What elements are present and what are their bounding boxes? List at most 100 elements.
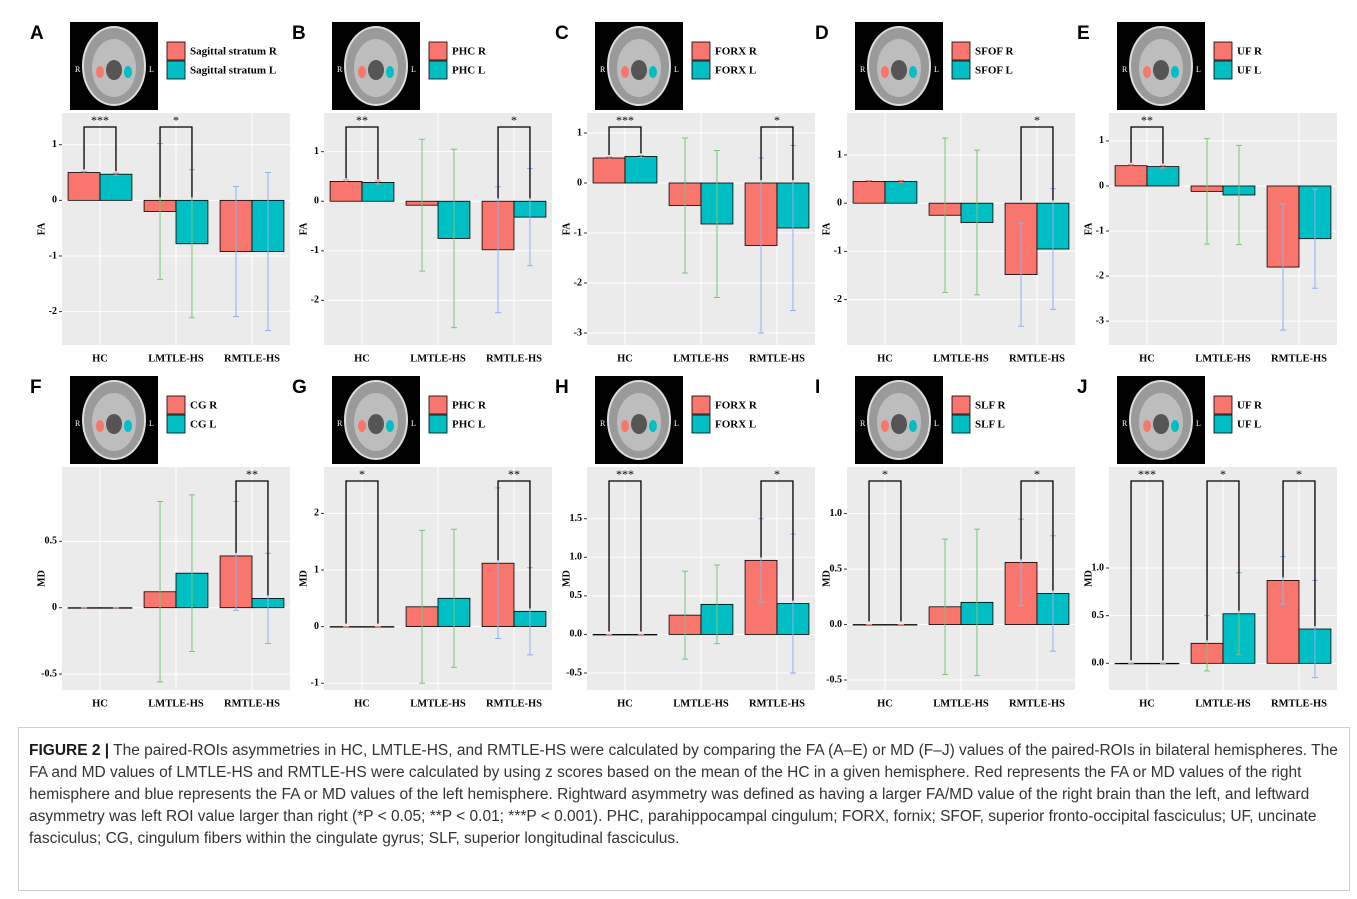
y-tick-label: 1.0: [570, 552, 583, 563]
significance-bracket: [1020, 126, 1054, 201]
significance-bracket: [345, 126, 379, 180]
bar: [99, 173, 133, 201]
roi-left: [1171, 420, 1179, 432]
y-tick-label: -1: [834, 246, 842, 257]
x-tick-label: RMTLE-HS: [224, 353, 280, 364]
roi-left: [1171, 66, 1179, 78]
legend-label: Sagittal stratum L: [190, 65, 276, 77]
bar: [1114, 165, 1148, 187]
caption: FIGURE 2 | The paired-ROIs asymmetries i…: [18, 727, 1350, 891]
x-tick-label: RMTLE-HS: [486, 698, 542, 709]
y-tick-label: 1: [52, 139, 57, 150]
brain-label: R: [337, 65, 343, 74]
brain-center: [106, 414, 122, 434]
legend-swatch: [951, 60, 971, 80]
y-tick-label: 0.0: [1092, 658, 1105, 669]
roi-right: [358, 66, 366, 78]
significance-label: ***: [91, 113, 109, 127]
brain-label: L: [149, 419, 154, 428]
brain-label: L: [1196, 65, 1201, 74]
x-tick-label: RMTLE-HS: [486, 353, 542, 364]
x-tick-label: RMTLE-HS: [1009, 353, 1065, 364]
y-tick-label: 0.5: [1092, 610, 1105, 621]
roi-left: [909, 420, 917, 432]
brain-center: [1153, 60, 1169, 80]
significance-label: **: [356, 113, 368, 127]
y-tick-label: 0.5: [830, 563, 843, 574]
legend-swatch: [428, 414, 448, 434]
y-tick-label: 0: [837, 197, 842, 208]
y-tick-label: 0: [577, 177, 582, 188]
brain-label: L: [934, 419, 939, 428]
x-tick-label: RMTLE-HS: [1009, 698, 1065, 709]
significance-bracket: [868, 480, 902, 622]
legend-swatch: [1213, 414, 1233, 434]
x-tick-label: HC: [877, 353, 893, 364]
legend-swatch: [691, 60, 711, 80]
significance-bracket: [1282, 480, 1316, 627]
significance-bracket: [1020, 480, 1054, 591]
legend-swatch: [691, 395, 711, 415]
brain-label: R: [75, 419, 81, 428]
y-tick-label: 1.5: [570, 513, 583, 524]
significance-bracket: [83, 126, 117, 172]
y-tick-label: 2: [314, 508, 319, 519]
bar: [361, 182, 395, 202]
bar: [67, 172, 101, 201]
significance-bracket: [1130, 126, 1164, 164]
legend-swatch: [691, 414, 711, 434]
legend-label: UF R: [1237, 46, 1263, 58]
x-tick-label: HC: [92, 698, 108, 709]
brain-center: [1153, 414, 1169, 434]
significance-label: **: [508, 467, 520, 481]
brain-label: L: [1196, 419, 1201, 428]
panel-label: H: [555, 377, 569, 398]
legend-swatch: [1213, 41, 1233, 61]
brain-center: [631, 60, 647, 80]
x-tick-label: HC: [92, 353, 108, 364]
brain-label: R: [600, 65, 606, 74]
brain-label: L: [149, 65, 154, 74]
brain-center: [631, 414, 647, 434]
brain-label: R: [75, 65, 81, 74]
y-tick-label: -2: [311, 295, 319, 306]
significance-bracket: [760, 480, 794, 601]
y-tick-label: 0: [314, 196, 319, 207]
brain-center: [368, 60, 384, 80]
y-tick-label: 1: [1099, 135, 1104, 146]
legend-label: PHC R: [452, 400, 487, 412]
y-tick-label: 0: [52, 602, 57, 613]
legend-label: FORX L: [715, 65, 756, 77]
roi-right: [621, 66, 629, 78]
y-tick-label: 1: [577, 127, 582, 138]
legend-label: FORX R: [715, 46, 758, 58]
significance-label: *: [774, 113, 780, 127]
roi-left: [124, 420, 132, 432]
brain-label: R: [337, 419, 343, 428]
significance-label: *: [774, 467, 780, 481]
panel-label: D: [815, 23, 829, 44]
roi-right: [621, 420, 629, 432]
panel-label: A: [30, 23, 44, 44]
legend-label: SFOF L: [975, 65, 1013, 77]
brain-label: R: [1122, 65, 1128, 74]
roi-right: [96, 420, 104, 432]
brain-center: [368, 414, 384, 434]
significance-label: *: [1034, 113, 1040, 127]
y-tick-label: 0.5: [570, 590, 583, 601]
x-tick-label: LMTLE-HS: [673, 698, 729, 709]
y-tick-label: 0.0: [570, 629, 583, 640]
roi-right: [1143, 420, 1151, 432]
y-tick-label: -3: [1096, 315, 1104, 326]
y-axis-label: FA: [1083, 222, 1094, 235]
roi-right: [881, 420, 889, 432]
x-tick-label: RMTLE-HS: [1271, 353, 1327, 364]
x-tick-label: HC: [617, 353, 633, 364]
roi-left: [386, 420, 394, 432]
y-tick-label: -3: [574, 327, 582, 338]
panel-label: J: [1077, 377, 1088, 398]
y-tick-label: 0.5: [45, 536, 58, 547]
panel-label: C: [555, 23, 569, 44]
y-tick-label: 1: [314, 564, 319, 575]
roi-left: [649, 66, 657, 78]
